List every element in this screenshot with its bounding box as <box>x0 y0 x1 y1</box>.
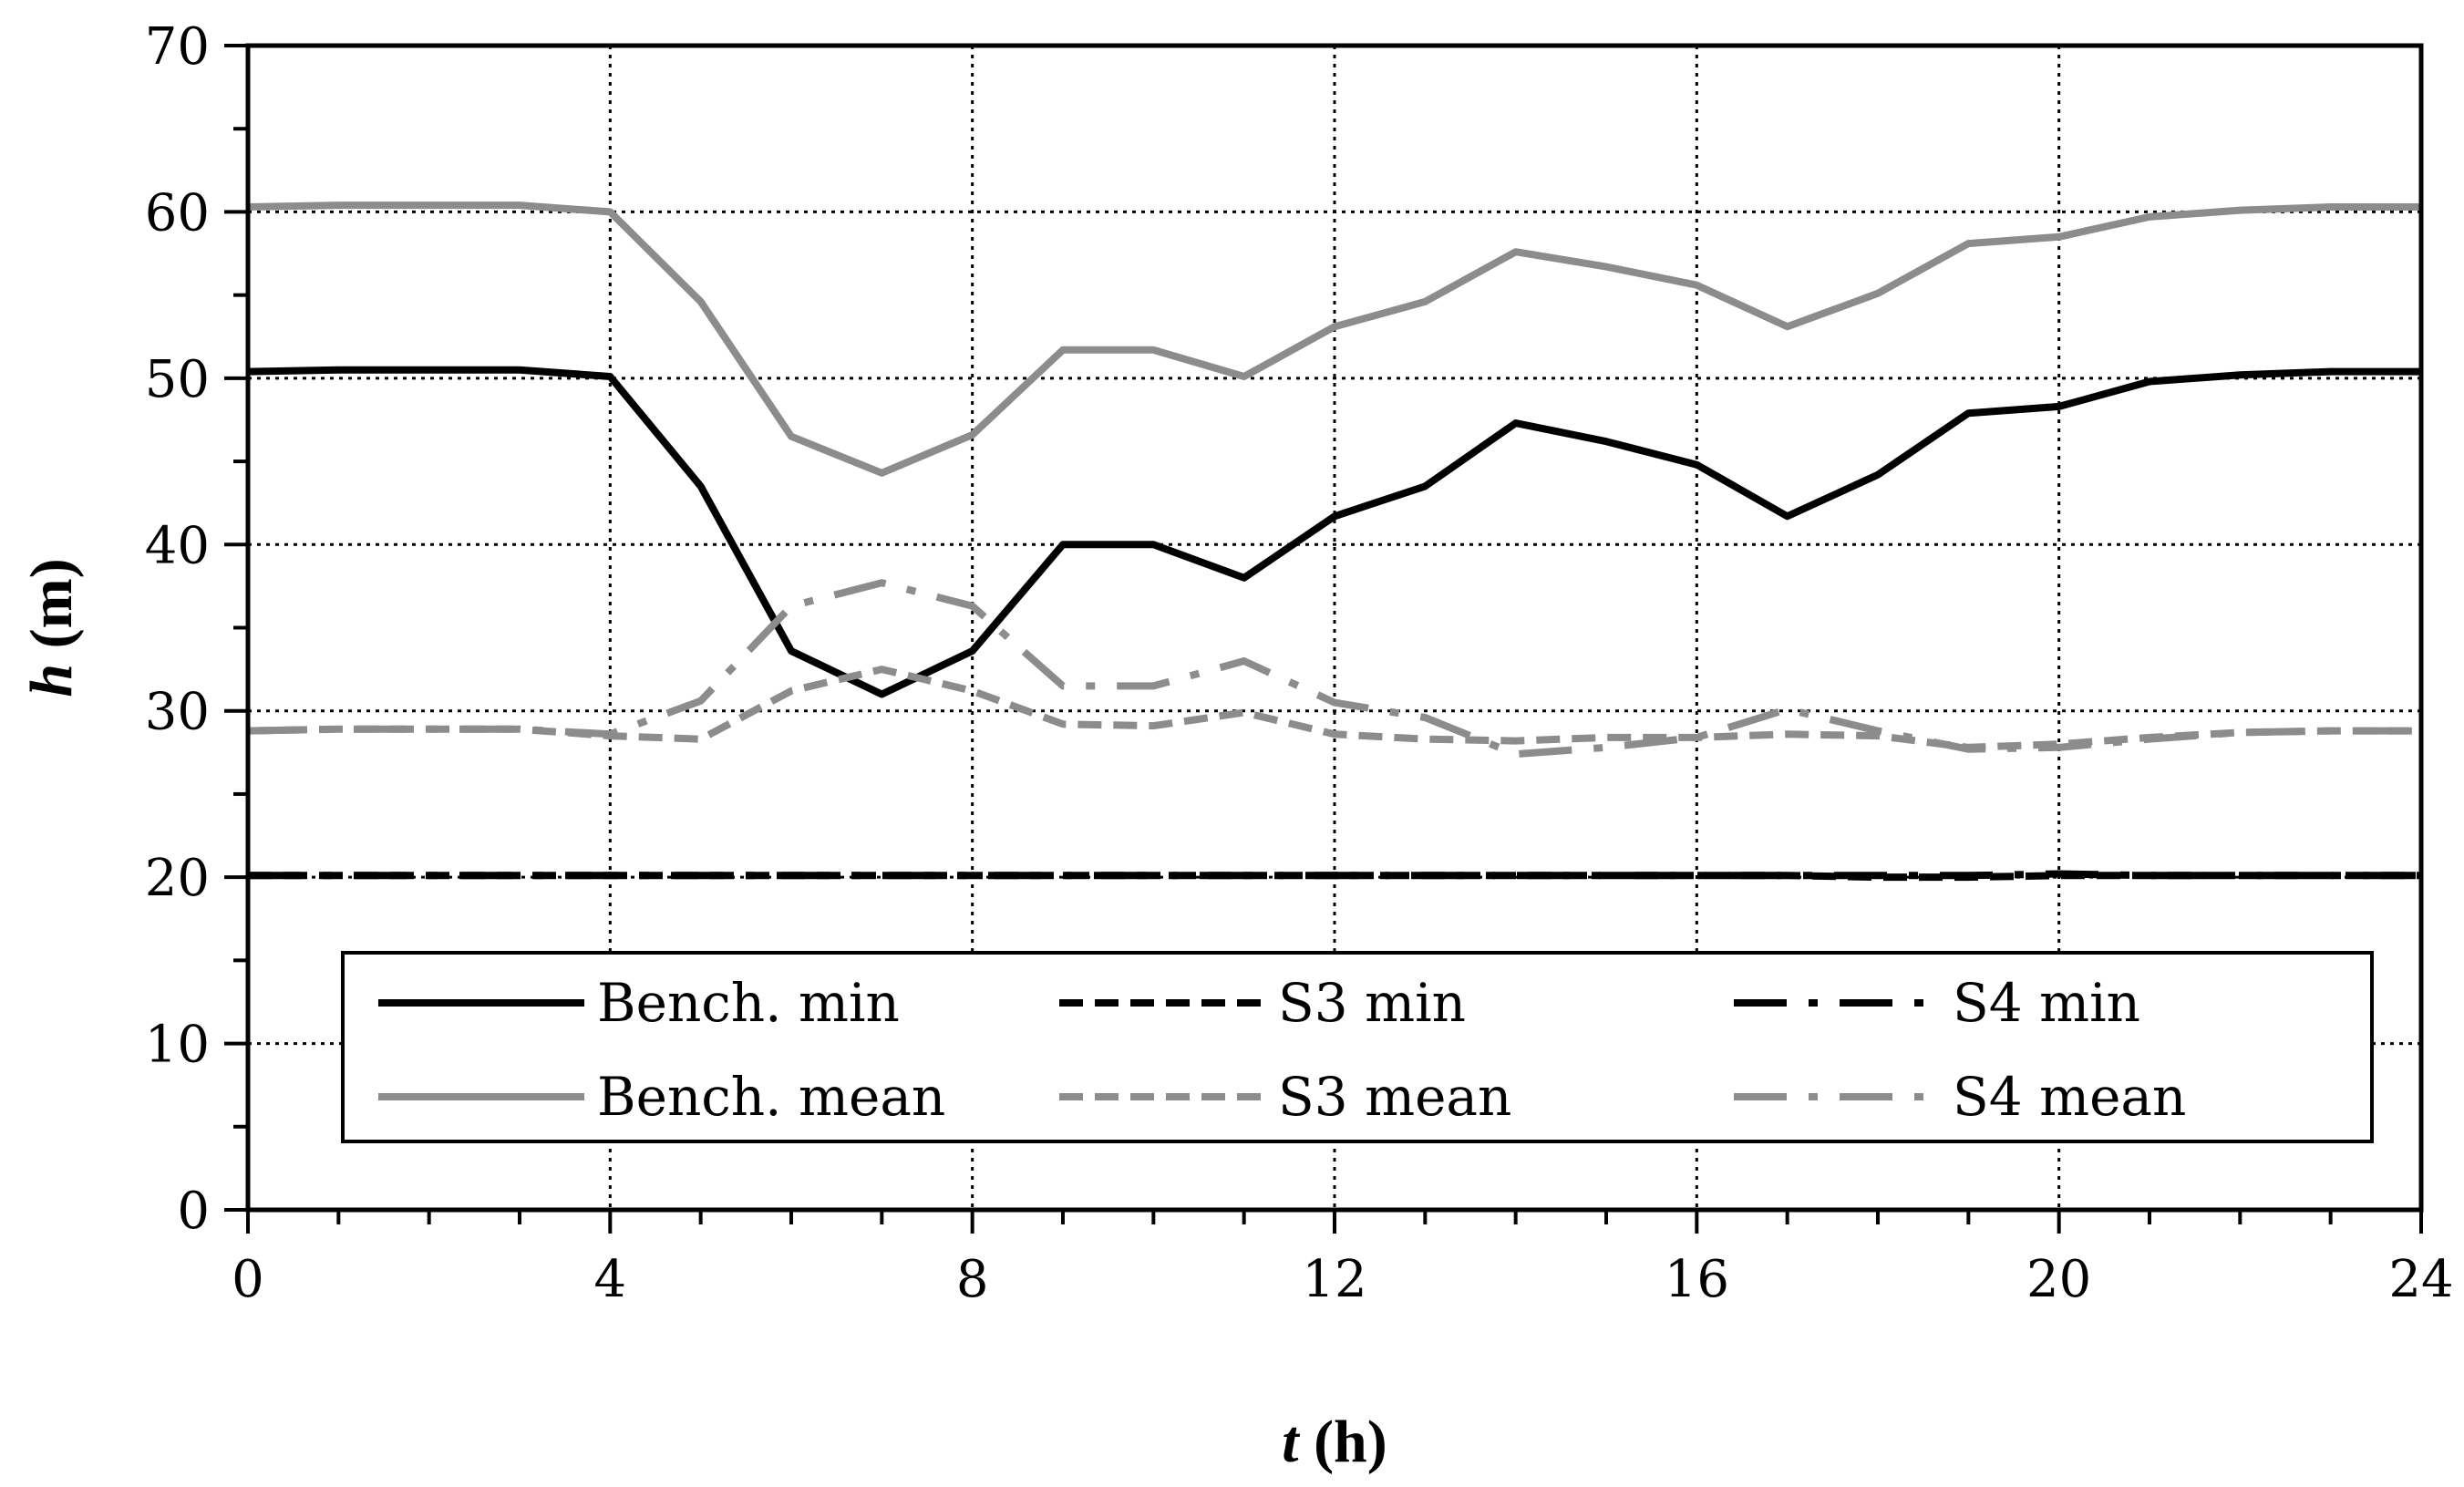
y-tick-label: 0 <box>177 1182 210 1241</box>
x-tick-label: 12 <box>1302 1250 1366 1309</box>
legend-label: S3 mean <box>1278 1066 1511 1128</box>
x-axis-ticks: 0 4 8 12 16 20 24 <box>232 1210 2454 1309</box>
y-axis-title: h (m) <box>18 558 85 697</box>
series-line-0 <box>247 366 2421 698</box>
x-tick-label: 8 <box>956 1250 989 1309</box>
legend-label: Bench. min <box>597 972 900 1034</box>
legend-box <box>341 951 2374 1143</box>
x-tick-label: 4 <box>594 1250 627 1309</box>
x-axis-title-unit: (h) <box>1299 1409 1387 1475</box>
x-tick-label: 0 <box>232 1250 264 1309</box>
legend-label: Bench. mean <box>597 1066 945 1128</box>
y-tick-label: 20 <box>145 849 210 908</box>
legend-label: S4 min <box>1953 972 2140 1034</box>
y-tick-label: 50 <box>145 350 210 409</box>
y-tick-label: 60 <box>145 183 210 243</box>
x-tick-label: 16 <box>1665 1250 1729 1309</box>
series-lines <box>247 201 2421 882</box>
series-line-5 <box>247 579 2421 759</box>
series-line-1 <box>247 201 2421 477</box>
y-axis-ticks: 0 10 20 30 40 50 60 70 <box>145 17 248 1241</box>
y-tick-label: 10 <box>145 1016 210 1075</box>
legend: Bench. min S3 min S4 min Bench. mean S3 mean… <box>341 951 2374 1143</box>
y-tick-label: 70 <box>145 17 210 77</box>
legend-label: S4 mean <box>1953 1066 2186 1128</box>
x-tick-label: 20 <box>2026 1250 2091 1309</box>
x-tick-label: 24 <box>2388 1250 2453 1309</box>
series-line-4 <box>248 870 2421 880</box>
x-axis-title-symbol: t <box>1282 1409 1300 1475</box>
y-axis-title-unit: (m) <box>18 558 85 663</box>
legend-label: S3 min <box>1278 972 1466 1034</box>
y-tick-label: 30 <box>145 683 210 742</box>
y-tick-label: 40 <box>145 516 210 575</box>
y-axis-title-symbol: h <box>18 664 85 697</box>
x-axis-title: t (h) <box>1282 1409 1387 1475</box>
